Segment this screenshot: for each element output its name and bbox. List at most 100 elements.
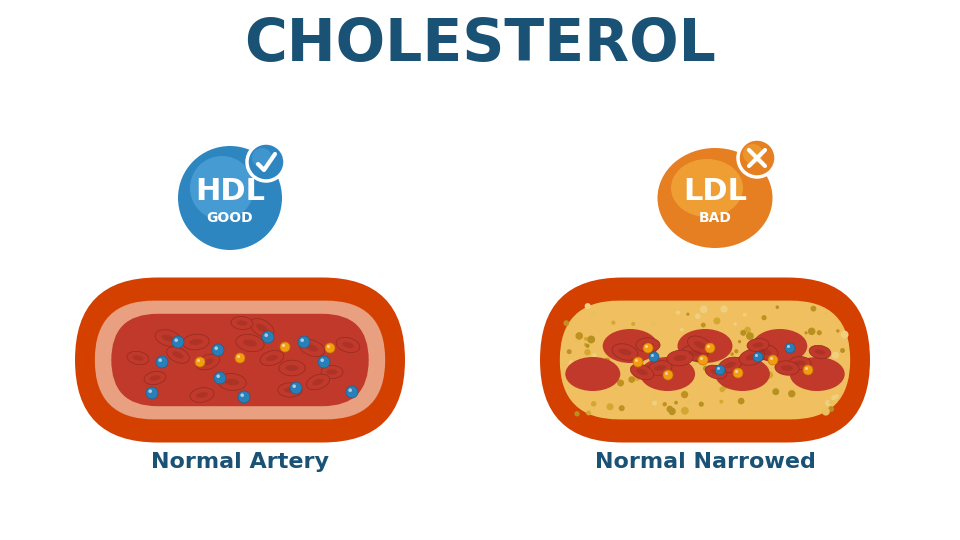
Circle shape (775, 345, 778, 348)
Ellipse shape (306, 374, 329, 390)
Circle shape (712, 366, 720, 373)
Circle shape (770, 357, 773, 360)
Circle shape (768, 355, 778, 365)
Ellipse shape (284, 387, 296, 393)
Ellipse shape (654, 365, 666, 371)
Circle shape (833, 363, 839, 368)
Circle shape (632, 322, 636, 326)
Ellipse shape (648, 361, 672, 375)
Circle shape (629, 376, 636, 383)
Circle shape (717, 367, 720, 370)
Ellipse shape (190, 388, 214, 402)
Ellipse shape (618, 349, 632, 355)
Circle shape (252, 148, 272, 168)
Circle shape (840, 348, 845, 353)
Circle shape (597, 359, 604, 366)
Circle shape (587, 410, 591, 415)
Circle shape (695, 314, 701, 319)
Circle shape (679, 380, 682, 383)
Circle shape (824, 311, 828, 315)
Ellipse shape (161, 335, 175, 341)
Circle shape (649, 352, 659, 362)
Circle shape (753, 369, 760, 376)
Circle shape (262, 331, 274, 343)
Ellipse shape (752, 344, 778, 360)
Ellipse shape (694, 341, 707, 349)
Circle shape (719, 387, 725, 392)
Circle shape (755, 344, 762, 352)
Circle shape (674, 401, 678, 404)
Circle shape (584, 337, 588, 341)
Circle shape (832, 352, 839, 359)
Circle shape (776, 306, 780, 309)
Circle shape (810, 306, 816, 312)
Circle shape (290, 382, 302, 394)
Circle shape (652, 401, 657, 406)
Circle shape (761, 315, 767, 320)
Ellipse shape (156, 330, 180, 346)
Circle shape (748, 366, 751, 369)
Circle shape (766, 371, 773, 379)
Circle shape (662, 402, 667, 407)
Ellipse shape (746, 354, 758, 360)
Ellipse shape (795, 361, 805, 366)
Ellipse shape (642, 342, 654, 348)
Circle shape (720, 306, 728, 313)
Ellipse shape (196, 392, 208, 398)
Circle shape (585, 303, 590, 309)
Circle shape (574, 411, 580, 416)
Circle shape (686, 400, 691, 404)
Circle shape (743, 313, 747, 316)
Text: Normal Narrowed: Normal Narrowed (594, 452, 815, 472)
Circle shape (808, 328, 815, 335)
Ellipse shape (682, 345, 708, 361)
FancyBboxPatch shape (95, 301, 385, 420)
Circle shape (740, 330, 746, 336)
Ellipse shape (753, 342, 763, 348)
Ellipse shape (718, 357, 742, 373)
Ellipse shape (790, 357, 845, 391)
Ellipse shape (203, 359, 214, 366)
Circle shape (753, 383, 756, 388)
Circle shape (744, 327, 751, 333)
Circle shape (592, 353, 596, 357)
Circle shape (686, 313, 689, 316)
Ellipse shape (789, 356, 811, 369)
Circle shape (703, 366, 708, 371)
Ellipse shape (612, 344, 637, 360)
Circle shape (659, 381, 666, 388)
Ellipse shape (747, 339, 769, 352)
Circle shape (216, 374, 220, 378)
Circle shape (633, 357, 643, 367)
Ellipse shape (673, 355, 686, 361)
Ellipse shape (631, 364, 654, 380)
Text: BAD: BAD (699, 211, 732, 225)
Ellipse shape (636, 338, 660, 352)
Circle shape (611, 350, 616, 355)
Circle shape (753, 352, 763, 362)
Circle shape (804, 368, 811, 374)
Ellipse shape (739, 349, 765, 365)
FancyBboxPatch shape (540, 278, 870, 442)
Ellipse shape (809, 345, 831, 359)
Circle shape (681, 407, 688, 415)
Ellipse shape (278, 360, 305, 376)
Circle shape (788, 390, 796, 397)
Circle shape (787, 345, 790, 348)
Circle shape (693, 362, 698, 367)
Circle shape (811, 361, 819, 368)
Circle shape (195, 357, 205, 367)
Circle shape (613, 336, 619, 341)
Circle shape (594, 357, 597, 361)
Circle shape (803, 365, 813, 375)
Circle shape (772, 388, 780, 395)
Ellipse shape (775, 361, 799, 375)
Circle shape (822, 408, 829, 416)
Circle shape (669, 380, 673, 384)
Ellipse shape (658, 148, 773, 248)
Circle shape (627, 357, 633, 363)
Circle shape (635, 356, 641, 363)
Circle shape (753, 361, 758, 366)
Circle shape (735, 370, 738, 373)
Ellipse shape (706, 365, 727, 379)
